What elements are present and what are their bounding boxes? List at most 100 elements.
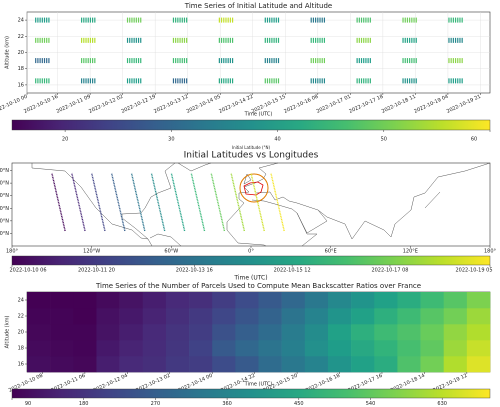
heat-cell	[351, 292, 375, 309]
colorbar-tick-label: 2022-10-17 08	[371, 268, 408, 274]
japan	[424, 191, 441, 209]
x-tick-label: 2022-10-18 11	[381, 94, 417, 115]
point	[269, 17, 271, 23]
point	[413, 17, 415, 23]
heat-cell	[96, 340, 120, 357]
point	[179, 37, 181, 43]
point	[41, 78, 43, 84]
chart-title: Time Series of the Number of Parcels Use…	[95, 282, 421, 290]
heat-cell	[281, 308, 306, 325]
colorbar-tick-label: 180	[79, 401, 89, 407]
point	[225, 58, 227, 64]
point	[312, 37, 315, 43]
point	[131, 78, 133, 84]
point	[317, 58, 319, 64]
heat-cell	[351, 340, 375, 357]
point	[411, 78, 413, 84]
point	[220, 58, 223, 64]
point	[231, 58, 234, 64]
point	[94, 58, 96, 64]
x-tick-label: 2022-10-12 02	[88, 94, 124, 115]
x-axis-label: Time (UTC)	[244, 382, 273, 388]
heat-cell	[466, 324, 491, 341]
point	[83, 78, 85, 84]
colorbar-tick-label: 2022-10-11 20	[78, 268, 115, 274]
point	[402, 17, 404, 23]
point	[404, 58, 406, 64]
point	[41, 37, 43, 43]
heat-cell	[189, 308, 213, 325]
track	[90, 172, 106, 232]
point	[229, 78, 231, 84]
heat-cell	[27, 324, 51, 341]
point	[454, 37, 457, 43]
x-tick-label: 2022-10-17 18	[348, 94, 384, 115]
heat-cell	[351, 324, 375, 341]
point	[317, 17, 319, 23]
point	[358, 58, 360, 64]
x-tick-label: 180°	[6, 249, 19, 255]
heat-cell	[304, 340, 329, 357]
point	[317, 78, 319, 84]
point	[177, 17, 179, 23]
colorbar-tick-label: 540	[366, 401, 376, 407]
y-axis-label: Altitude (km)	[5, 36, 11, 69]
point	[223, 37, 225, 43]
point	[85, 37, 87, 43]
point	[459, 37, 461, 43]
point	[43, 78, 46, 84]
chart-title: Initial Latitudes vs Longitudes	[184, 151, 319, 161]
point	[181, 58, 183, 64]
point	[181, 37, 183, 43]
point	[369, 78, 371, 84]
point	[273, 37, 275, 43]
point	[360, 78, 363, 84]
heat-cell	[27, 340, 51, 357]
point	[172, 78, 175, 84]
point	[448, 58, 450, 64]
point	[415, 78, 417, 84]
point	[452, 17, 454, 23]
heat-cell	[212, 356, 236, 373]
y-tick-label: 20°N	[0, 218, 9, 224]
x-tick-label: 120°W	[83, 249, 100, 255]
point	[89, 37, 92, 43]
point	[367, 17, 369, 23]
heat-cell	[142, 308, 167, 325]
point	[177, 37, 179, 43]
point	[131, 17, 133, 23]
point	[183, 37, 186, 43]
y-tick-label: 16	[18, 362, 24, 368]
track	[71, 172, 86, 232]
point	[218, 78, 220, 84]
x-tick-label: 60°W	[164, 249, 178, 255]
point	[461, 58, 463, 64]
point	[218, 17, 220, 23]
point	[87, 78, 89, 84]
x-axis-label: Time (UTC)	[244, 112, 273, 118]
point	[179, 78, 181, 84]
point	[89, 17, 92, 23]
point	[409, 17, 411, 23]
point	[83, 17, 85, 23]
point	[218, 37, 220, 43]
point	[175, 78, 177, 84]
y-tick-label: 20	[18, 330, 24, 336]
heat-cell	[189, 324, 213, 341]
colorbar-label: Time (UTC)	[233, 275, 267, 282]
y-tick-label: 40°N	[0, 193, 9, 199]
point	[223, 17, 225, 23]
point	[37, 37, 39, 43]
heat-cell	[50, 356, 74, 373]
point	[129, 17, 131, 23]
point	[231, 78, 234, 84]
point	[220, 37, 223, 43]
x-tick-label: 2022-10-11 09	[56, 94, 92, 115]
point	[37, 58, 39, 64]
point	[323, 78, 326, 84]
point	[81, 37, 83, 43]
point	[183, 17, 186, 23]
north-america	[31, 162, 176, 240]
heat-cell	[374, 340, 398, 357]
heat-cell	[351, 356, 375, 373]
